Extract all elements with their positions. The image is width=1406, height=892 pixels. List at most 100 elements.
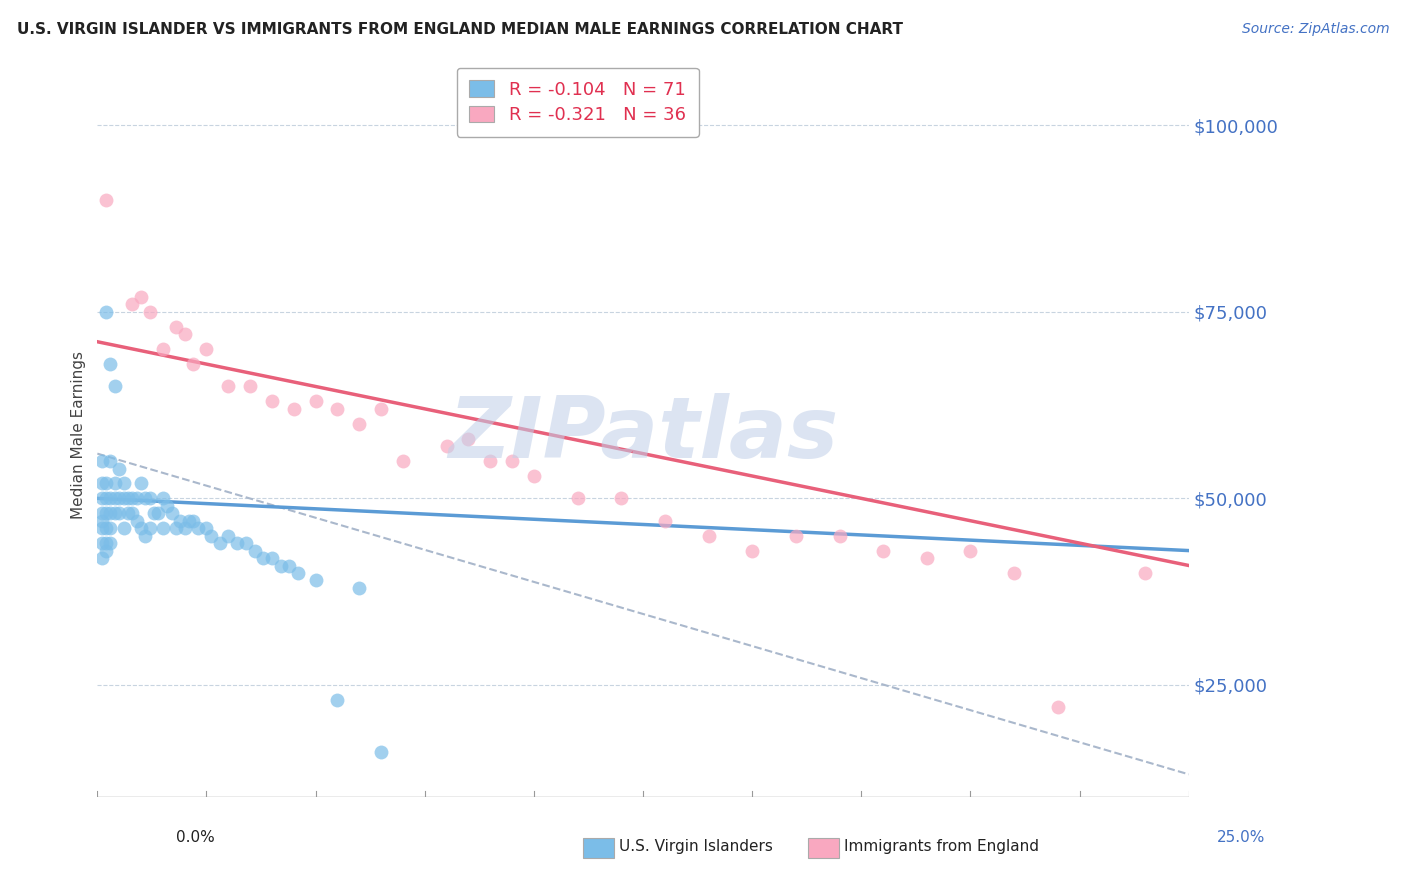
Point: [94, 543, 117, 558]
Point: [152, 521, 174, 535]
Point: [183, 514, 205, 528]
Point: [121, 297, 143, 311]
Point: [121, 491, 143, 506]
Point: [143, 506, 166, 520]
Point: [152, 491, 174, 506]
Point: [90, 491, 112, 506]
Y-axis label: Median Male Earnings: Median Male Earnings: [72, 351, 86, 519]
Point: [94, 536, 117, 550]
Point: [165, 319, 187, 334]
Point: [243, 543, 266, 558]
Point: [208, 536, 231, 550]
Point: [117, 506, 139, 520]
Point: [457, 432, 479, 446]
Point: [260, 394, 283, 409]
Point: [304, 394, 326, 409]
Point: [90, 536, 112, 550]
Point: [90, 521, 112, 535]
Point: [169, 514, 191, 528]
Point: [100, 454, 122, 468]
Legend: R = -0.104   N = 71, R = -0.321   N = 36: R = -0.104 N = 71, R = -0.321 N = 36: [457, 68, 699, 136]
Point: [270, 558, 292, 573]
Point: [129, 476, 152, 491]
Point: [654, 514, 676, 528]
Point: [501, 454, 523, 468]
Point: [828, 529, 851, 543]
Point: [235, 536, 257, 550]
Text: U.S. Virgin Islanders: U.S. Virgin Islanders: [619, 839, 772, 854]
Point: [104, 379, 127, 393]
Point: [90, 551, 112, 566]
Point: [187, 521, 209, 535]
Point: [173, 521, 195, 535]
Point: [104, 476, 127, 491]
Point: [139, 521, 162, 535]
Point: [94, 305, 117, 319]
Point: [134, 491, 156, 506]
Point: [523, 469, 546, 483]
Point: [195, 521, 218, 535]
Point: [156, 499, 179, 513]
Point: [959, 543, 981, 558]
Point: [100, 357, 122, 371]
Point: [173, 327, 195, 342]
Point: [567, 491, 589, 506]
Point: [239, 379, 262, 393]
Point: [90, 476, 112, 491]
Point: [741, 543, 763, 558]
Point: [252, 551, 274, 566]
Point: [217, 379, 239, 393]
Point: [94, 491, 117, 506]
Point: [326, 401, 349, 416]
Text: 25.0%: 25.0%: [1218, 830, 1265, 845]
Point: [283, 401, 305, 416]
Text: U.S. VIRGIN ISLANDER VS IMMIGRANTS FROM ENGLAND MEDIAN MALE EARNINGS CORRELATION: U.S. VIRGIN ISLANDER VS IMMIGRANTS FROM …: [17, 22, 903, 37]
Point: [152, 342, 174, 356]
Point: [260, 551, 283, 566]
Point: [370, 745, 392, 759]
Point: [104, 491, 127, 506]
Text: Immigrants from England: Immigrants from England: [844, 839, 1039, 854]
Point: [139, 491, 162, 506]
Point: [148, 506, 170, 520]
Point: [134, 529, 156, 543]
Point: [304, 574, 326, 588]
Point: [195, 342, 218, 356]
Point: [392, 454, 415, 468]
Point: [90, 454, 112, 468]
Point: [125, 491, 148, 506]
Point: [287, 566, 309, 580]
Point: [177, 514, 200, 528]
Point: [112, 521, 135, 535]
Point: [139, 305, 162, 319]
Point: [129, 290, 152, 304]
Point: [370, 401, 392, 416]
Point: [278, 558, 301, 573]
Point: [112, 491, 135, 506]
Point: [872, 543, 894, 558]
Point: [100, 506, 122, 520]
Point: [121, 506, 143, 520]
Point: [94, 521, 117, 535]
Point: [349, 581, 371, 595]
Point: [94, 193, 117, 207]
Point: [479, 454, 502, 468]
Point: [100, 491, 122, 506]
Point: [94, 476, 117, 491]
Point: [226, 536, 249, 550]
Point: [100, 536, 122, 550]
Point: [117, 491, 139, 506]
Point: [129, 521, 152, 535]
Text: Source: ZipAtlas.com: Source: ZipAtlas.com: [1241, 22, 1389, 37]
Point: [104, 506, 127, 520]
Point: [108, 506, 131, 520]
Point: [349, 417, 371, 431]
Point: [1133, 566, 1156, 580]
Point: [112, 476, 135, 491]
Text: 0.0%: 0.0%: [176, 830, 215, 845]
Point: [1002, 566, 1025, 580]
Point: [785, 529, 807, 543]
Point: [200, 529, 222, 543]
Point: [90, 514, 112, 528]
Point: [165, 521, 187, 535]
